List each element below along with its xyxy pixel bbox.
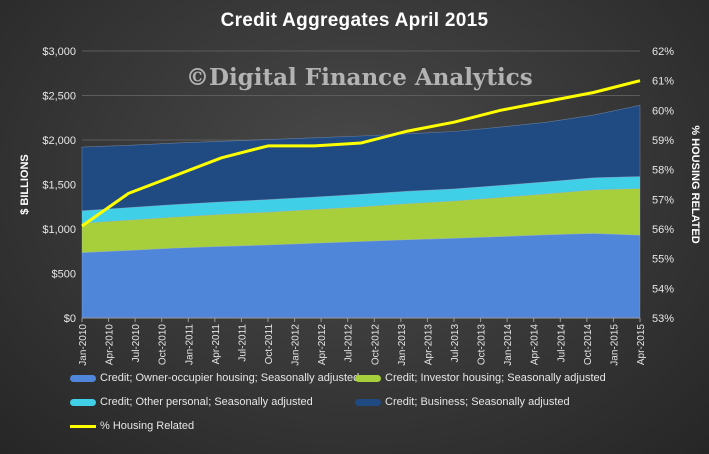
x-tick-label: Apr-2010 <box>105 324 116 366</box>
legend-item-housing-related: % Housing Related <box>70 420 194 432</box>
watermark: ©Digital Finance Analytics <box>186 64 533 91</box>
x-tick-label: Jul-2010 <box>131 324 142 363</box>
legend-label: Credit; Business; Seasonally adjusted <box>385 396 570 408</box>
legend-swatch <box>70 398 96 406</box>
y-tick-label: $3,000 <box>42 46 76 58</box>
legend-swatch <box>355 374 381 382</box>
legend-label: Credit; Other personal; Seasonally adjus… <box>100 396 313 408</box>
chart-title: Credit Aggregates April 2015 <box>220 10 489 31</box>
y2-tick-label: 59% <box>652 135 674 147</box>
x-tick-label: Apr-2014 <box>530 324 541 366</box>
x-tick-label: Oct-2014 <box>583 324 594 366</box>
x-tick-label: Oct-2011 <box>264 324 275 365</box>
x-tick-label: Jul-2014 <box>556 324 567 363</box>
y2-tick-label: 53% <box>652 313 674 325</box>
y2-tick-label: 55% <box>652 254 674 266</box>
legend-label: Credit; Investor housing; Seasonally adj… <box>385 372 606 384</box>
x-tick-label: Jan-2013 <box>397 324 408 366</box>
y-tick-label: $2,000 <box>42 135 76 147</box>
x-tick-label: Apr-2013 <box>423 324 434 366</box>
y2-tick-label: 57% <box>652 194 674 206</box>
x-tick-label: Oct-2012 <box>370 324 381 366</box>
legend-item-other-personal: Credit; Other personal; Seasonally adjus… <box>70 396 313 408</box>
y-tick-label: $1,500 <box>42 180 76 192</box>
y2-tick-label: 62% <box>652 46 674 58</box>
y2-tick-label: 61% <box>652 76 674 88</box>
x-tick-label: Apr-2012 <box>317 324 328 366</box>
y2-tick-label: 58% <box>652 165 674 177</box>
x-tick-label: Jan-2014 <box>503 324 514 366</box>
y2-tick-label: 54% <box>652 283 674 295</box>
x-tick-label: Apr-2011 <box>211 324 222 365</box>
legend-swatch <box>70 374 96 382</box>
y2-axis-title: % HOUSING RELATED <box>689 125 701 243</box>
y-axis-title: $ BILLIONS <box>19 154 31 215</box>
y2-tick-label: 56% <box>652 224 674 236</box>
x-tick-label: Oct-2013 <box>477 324 488 366</box>
x-tick-label: Jan-2011 <box>184 324 195 365</box>
legend-swatch <box>70 424 96 428</box>
area-business <box>81 104 641 212</box>
legend-item-business: Credit; Business; Seasonally adjusted <box>355 396 570 408</box>
legend-label: Credit; Owner-occupier housing; Seasonal… <box>100 372 360 384</box>
x-tick-label: Apr-2015 <box>636 324 647 366</box>
y-tick-label: $500 <box>52 269 76 281</box>
x-tick-label: Jul-2011 <box>237 324 248 362</box>
y-tick-label: $2,500 <box>42 91 76 103</box>
legend-label: % Housing Related <box>100 420 195 432</box>
legend-swatch <box>355 398 381 406</box>
y-tick-label: $1,000 <box>42 224 76 236</box>
y2-tick-label: 60% <box>652 105 674 117</box>
x-tick-label: Oct-2010 <box>158 324 169 366</box>
x-tick-label: Jan-2015 <box>609 324 620 366</box>
x-tick-label: Jan-2010 <box>78 324 89 366</box>
legend-item-investor: Credit; Investor housing; Seasonally adj… <box>355 372 606 384</box>
x-tick-label: Jul-2012 <box>344 324 355 363</box>
legend-item-owner-occupier: Credit; Owner-occupier housing; Seasonal… <box>70 372 359 384</box>
y-tick-label: $0 <box>64 313 76 325</box>
x-tick-label: Jan-2012 <box>291 324 302 366</box>
x-tick-label: Jul-2013 <box>450 324 461 363</box>
